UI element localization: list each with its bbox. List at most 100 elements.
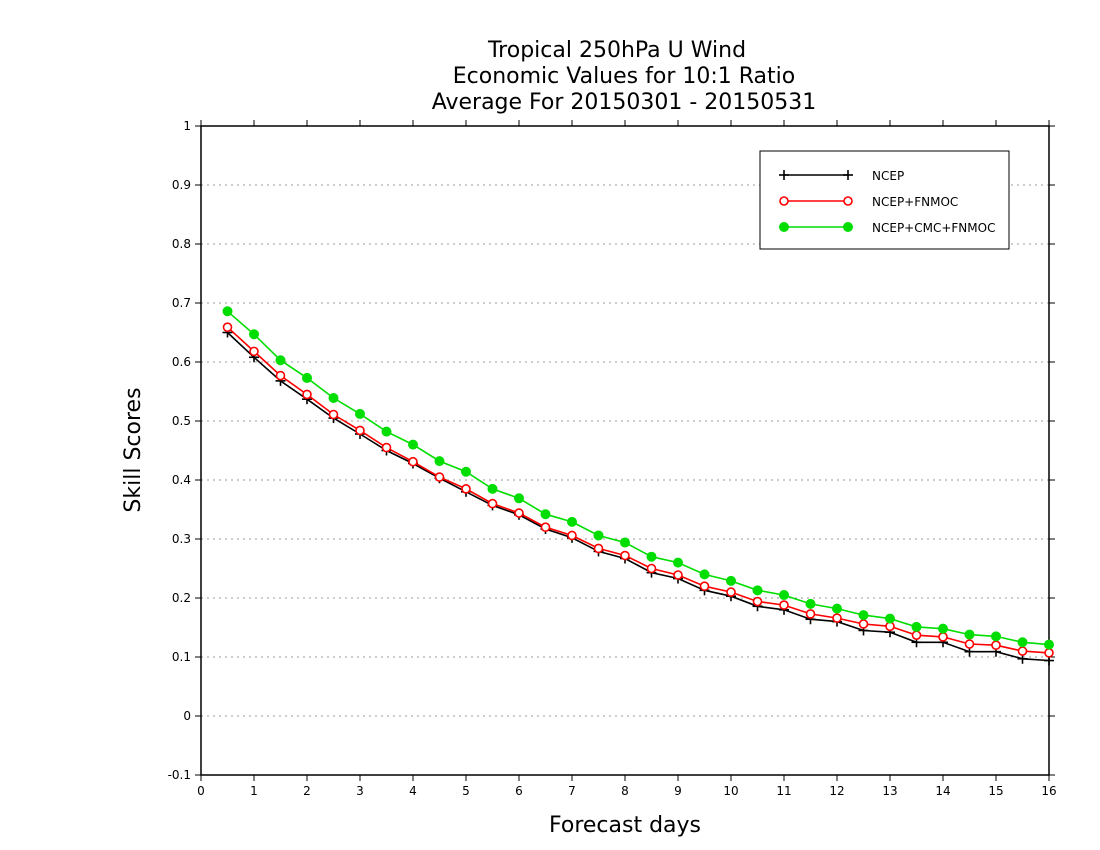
legend-box bbox=[759, 150, 1010, 250]
y-tick-label: 0.9 bbox=[172, 178, 191, 192]
x-axis-label: Forecast days bbox=[549, 813, 701, 838]
data-point bbox=[408, 439, 418, 450]
legend-marker bbox=[843, 222, 853, 232]
y-tick-label: 0.5 bbox=[172, 414, 191, 428]
data-point bbox=[673, 557, 683, 568]
data-point bbox=[593, 530, 604, 541]
data-point bbox=[805, 598, 816, 609]
data-point bbox=[328, 409, 339, 420]
data-point bbox=[222, 322, 233, 332]
data-point bbox=[620, 550, 630, 561]
data-point bbox=[408, 456, 418, 467]
data-point bbox=[275, 370, 286, 381]
x-tick-label: 3 bbox=[356, 784, 364, 798]
data-point bbox=[514, 493, 524, 504]
x-tick-label: 0 bbox=[197, 784, 205, 798]
data-point bbox=[434, 472, 445, 482]
data-point bbox=[938, 623, 948, 634]
x-tick-label: 8 bbox=[621, 784, 629, 798]
x-tick-label: 5 bbox=[462, 784, 470, 798]
series-line bbox=[226, 326, 1050, 654]
data-point bbox=[911, 621, 922, 632]
y-axis-ticks: -0.1 0 0.1 0.2 0.3 0.4 0.5 0.6 0.7 0.8 0.9 1 bbox=[168, 119, 1055, 782]
y-tick-label: 0.8 bbox=[172, 237, 191, 251]
grid-lines bbox=[201, 184, 1049, 717]
data-point bbox=[461, 484, 471, 494]
data-point bbox=[567, 516, 577, 527]
y-tick-label: 0.4 bbox=[172, 473, 191, 487]
data-point bbox=[991, 631, 1001, 642]
legend-marker bbox=[843, 196, 853, 206]
data-point bbox=[752, 596, 763, 607]
data-point bbox=[885, 613, 895, 624]
x-tick-label: 12 bbox=[829, 784, 844, 798]
x-tick-label: 7 bbox=[568, 784, 576, 798]
legend-label: NCEP bbox=[872, 169, 904, 183]
x-tick-label: 14 bbox=[935, 784, 950, 798]
y-axis-label: Skill Scores bbox=[121, 387, 146, 512]
y-tick-label: 0 bbox=[183, 709, 191, 723]
data-point bbox=[911, 630, 922, 640]
data-point bbox=[646, 551, 657, 562]
legend-marker bbox=[779, 196, 789, 206]
series-ncep-fnmoc bbox=[222, 322, 1054, 658]
data-point bbox=[487, 498, 498, 509]
data-point bbox=[726, 587, 736, 597]
x-tick-label: 16 bbox=[1041, 784, 1056, 798]
data-point bbox=[514, 508, 524, 518]
series-ncep bbox=[222, 327, 1054, 666]
data-point bbox=[222, 306, 233, 317]
data-point bbox=[302, 372, 312, 383]
data-point bbox=[540, 509, 551, 520]
chart-title-line-1: Tropical 250hPa U Wind bbox=[487, 38, 746, 63]
data-point bbox=[1044, 648, 1054, 658]
series-layer bbox=[222, 306, 1054, 666]
data-point bbox=[779, 590, 789, 601]
data-point bbox=[779, 600, 789, 610]
legend-marker bbox=[843, 170, 853, 180]
x-tick-label: 13 bbox=[882, 784, 897, 798]
series-line bbox=[226, 331, 1050, 662]
data-point bbox=[699, 569, 710, 580]
y-tick-label: 0.1 bbox=[172, 650, 191, 664]
x-tick-label: 1 bbox=[250, 784, 258, 798]
x-axis-ticks: 0 1 2 3 4 5 6 7 8 9 10 11 12 13 14 15 16 bbox=[197, 120, 1057, 798]
data-point bbox=[302, 389, 312, 400]
series-line bbox=[226, 310, 1050, 646]
data-point bbox=[540, 522, 551, 533]
data-point bbox=[275, 355, 286, 366]
data-point bbox=[752, 585, 763, 596]
data-point bbox=[832, 603, 842, 614]
data-point bbox=[673, 570, 683, 580]
data-point bbox=[858, 610, 869, 621]
data-point bbox=[249, 329, 259, 340]
x-tick-label: 2 bbox=[303, 784, 311, 798]
data-point bbox=[355, 425, 365, 436]
legend-item: NCEP bbox=[779, 169, 904, 183]
chart-title-line-2: Economic Values for 10:1 Ratio bbox=[453, 64, 795, 89]
data-point bbox=[964, 629, 975, 640]
data-point bbox=[858, 619, 869, 629]
series-ncep-cmc-fnmoc bbox=[222, 306, 1054, 650]
data-point bbox=[726, 575, 736, 586]
y-tick-label: 0.3 bbox=[172, 532, 191, 546]
legend-label: NCEP+CMC+FNMOC bbox=[872, 221, 995, 235]
data-point bbox=[355, 408, 365, 419]
data-point bbox=[381, 426, 392, 437]
data-point bbox=[381, 442, 392, 453]
y-tick-label: -0.1 bbox=[168, 768, 191, 782]
chart-title-line-3: Average For 20150301 - 20150531 bbox=[432, 90, 817, 115]
y-tick-label: 0.6 bbox=[172, 355, 191, 369]
data-point bbox=[805, 609, 816, 619]
data-point bbox=[991, 640, 1001, 651]
x-tick-label: 10 bbox=[723, 784, 738, 798]
data-point bbox=[620, 537, 630, 548]
x-tick-label: 4 bbox=[409, 784, 417, 798]
legend: NCEP NCEP+FNMOC NCEP+CMC+FNMOC bbox=[759, 150, 1010, 250]
data-point bbox=[487, 483, 498, 494]
x-tick-label: 11 bbox=[776, 784, 791, 798]
legend-item: NCEP+FNMOC bbox=[779, 195, 958, 209]
legend-marker bbox=[779, 222, 789, 232]
data-point bbox=[699, 581, 710, 592]
